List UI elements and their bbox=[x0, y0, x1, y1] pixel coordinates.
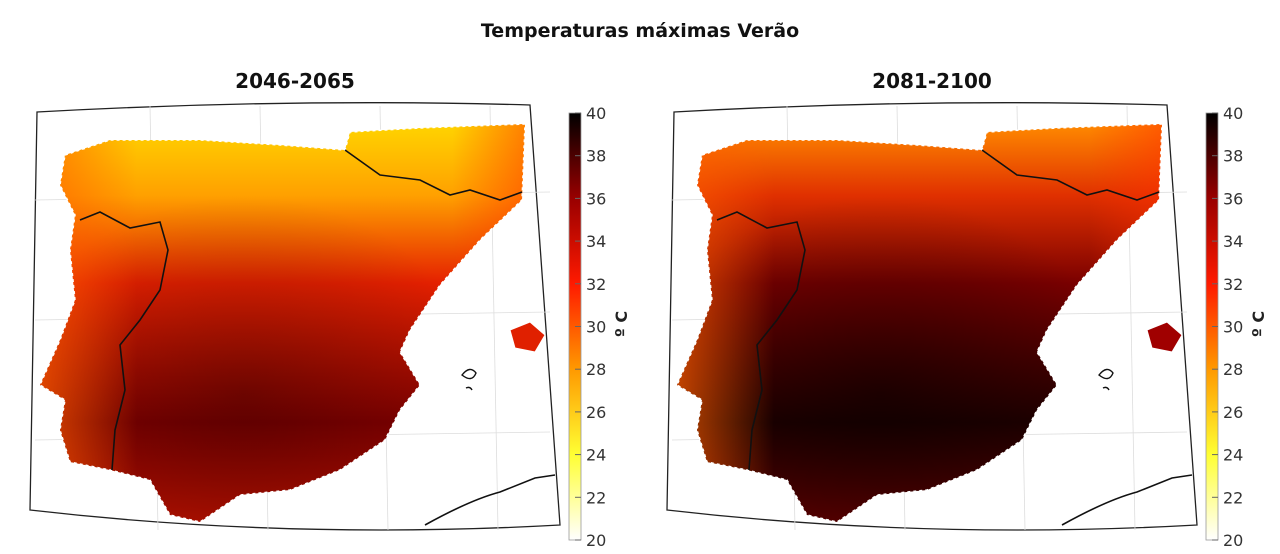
mallorca bbox=[1146, 321, 1183, 353]
figure-title: Temperaturas máximas Verão bbox=[481, 20, 799, 42]
map-panel-2: 2081-2100 20 22 24 26 28 30 32 34 36 38 40 º C bbox=[666, 69, 1268, 550]
coastline-edge bbox=[39, 123, 526, 523]
map-panel-1: 2046-2065 20 22 24 26 28 30 32 34 36 38 40 º C bbox=[29, 69, 631, 550]
colorbar-tick-label: 24 bbox=[1223, 446, 1243, 465]
panel-subtitle: 2081-2100 bbox=[872, 69, 992, 93]
colorbar-tick-label: 24 bbox=[586, 446, 606, 465]
africa-coastline bbox=[1061, 474, 1193, 526]
france-border bbox=[981, 149, 1160, 201]
colorbar-label: º C bbox=[1249, 311, 1268, 337]
colorbar-tick-label: 20 bbox=[1223, 531, 1243, 550]
colorbar-tick-label: 40 bbox=[586, 104, 606, 123]
colorbar-tick-label: 38 bbox=[586, 147, 606, 166]
ibiza bbox=[461, 368, 477, 391]
africa-coastline bbox=[424, 474, 556, 526]
colorbar-tick-label: 40 bbox=[1223, 104, 1243, 123]
colorbar-tick-label: 22 bbox=[586, 488, 606, 507]
ibiza bbox=[1098, 368, 1114, 391]
colorbar-tick-label: 28 bbox=[586, 360, 606, 379]
colorbar-tick-label: 36 bbox=[586, 189, 606, 208]
colorbar-tick-label: 34 bbox=[1223, 232, 1243, 251]
colorbar-tick-label: 34 bbox=[586, 232, 606, 251]
coastline-edge bbox=[676, 123, 1163, 523]
france-border bbox=[344, 149, 523, 201]
portugal-border bbox=[79, 211, 169, 471]
colorbar-tick-label: 30 bbox=[586, 318, 606, 337]
colorbar-tick-label: 36 bbox=[1223, 189, 1243, 208]
panel-subtitle: 2046-2065 bbox=[235, 69, 355, 93]
colorbar-tick-label: 32 bbox=[1223, 275, 1243, 294]
portugal-border bbox=[716, 211, 806, 471]
colorbar-label: º C bbox=[612, 311, 631, 337]
colorbar-tick-label: 28 bbox=[1223, 360, 1243, 379]
colorbar-tick-label: 26 bbox=[1223, 403, 1243, 422]
colorbar-tick-label: 30 bbox=[1223, 318, 1243, 337]
colorbar-tick-label: 26 bbox=[586, 403, 606, 422]
colorbar-tick-label: 38 bbox=[1223, 147, 1243, 166]
colorbar-tick-label: 20 bbox=[586, 531, 606, 550]
colorbar-tick-label: 22 bbox=[1223, 488, 1243, 507]
colorbar-tick-label: 32 bbox=[586, 275, 606, 294]
mallorca bbox=[509, 321, 546, 353]
